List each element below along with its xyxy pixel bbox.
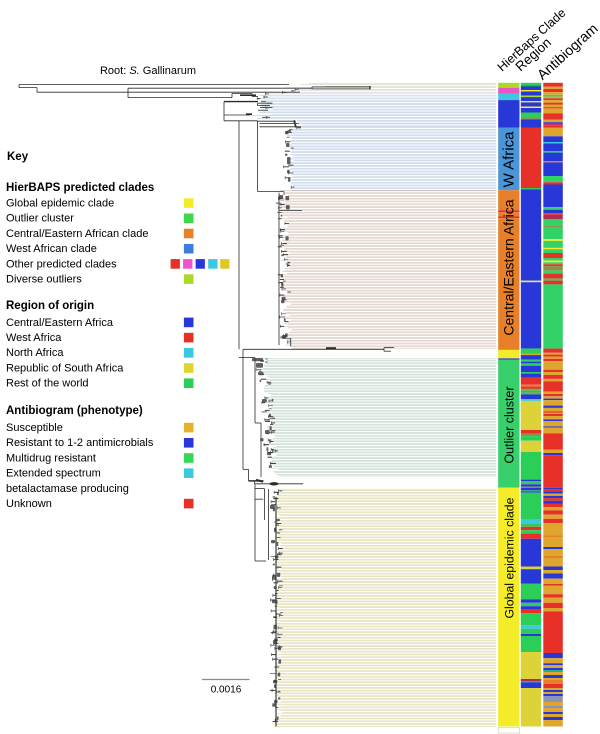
svg-text:West African clade: West African clade <box>6 243 97 255</box>
svg-text:W Africa: W Africa <box>501 131 518 187</box>
svg-text:Outlier cluster: Outlier cluster <box>6 213 74 225</box>
svg-text:Resistant to 1-2 antimicrobial: Resistant to 1-2 antimicrobials <box>6 437 154 449</box>
svg-text:West Africa: West Africa <box>6 332 62 344</box>
svg-text:Central/Eastern Africa: Central/Eastern Africa <box>6 317 114 329</box>
svg-text:Extended spectrum: Extended spectrum <box>6 468 101 480</box>
svg-text:North Africa: North Africa <box>6 347 64 359</box>
svg-text:betalactamase producing: betalactamase producing <box>6 483 129 495</box>
svg-text:Central/Eastern African clade: Central/Eastern African clade <box>6 228 148 240</box>
svg-text:Susceptible: Susceptible <box>6 422 63 434</box>
svg-text:Root: S. Gallinarum: Root: S. Gallinarum <box>100 65 196 77</box>
svg-text:Outlier cluster: Outlier cluster <box>503 386 517 463</box>
svg-text:Diverse outliers: Diverse outliers <box>6 274 82 286</box>
svg-text:Region of origin: Region of origin <box>6 300 94 312</box>
svg-text:Unknown: Unknown <box>6 498 52 510</box>
svg-text:Key: Key <box>7 151 29 163</box>
svg-text:Global epidemic clade: Global epidemic clade <box>503 497 517 618</box>
svg-text:0.0016: 0.0016 <box>211 685 242 696</box>
svg-text:HierBAPS predicted clades: HierBAPS predicted clades <box>6 182 154 194</box>
svg-text:Global epidemic clade: Global epidemic clade <box>6 198 114 210</box>
svg-text:Rest of the world: Rest of the world <box>6 378 89 390</box>
svg-text:Republic of South Africa: Republic of South Africa <box>6 362 124 374</box>
svg-text:Multidrug resistant: Multidrug resistant <box>6 452 96 464</box>
svg-text:Central/Eastern Africa: Central/Eastern Africa <box>501 199 517 335</box>
svg-text:Other predicted clades: Other predicted clades <box>6 258 117 270</box>
svg-text:Antibiogram (phenotype): Antibiogram (phenotype) <box>6 405 143 417</box>
